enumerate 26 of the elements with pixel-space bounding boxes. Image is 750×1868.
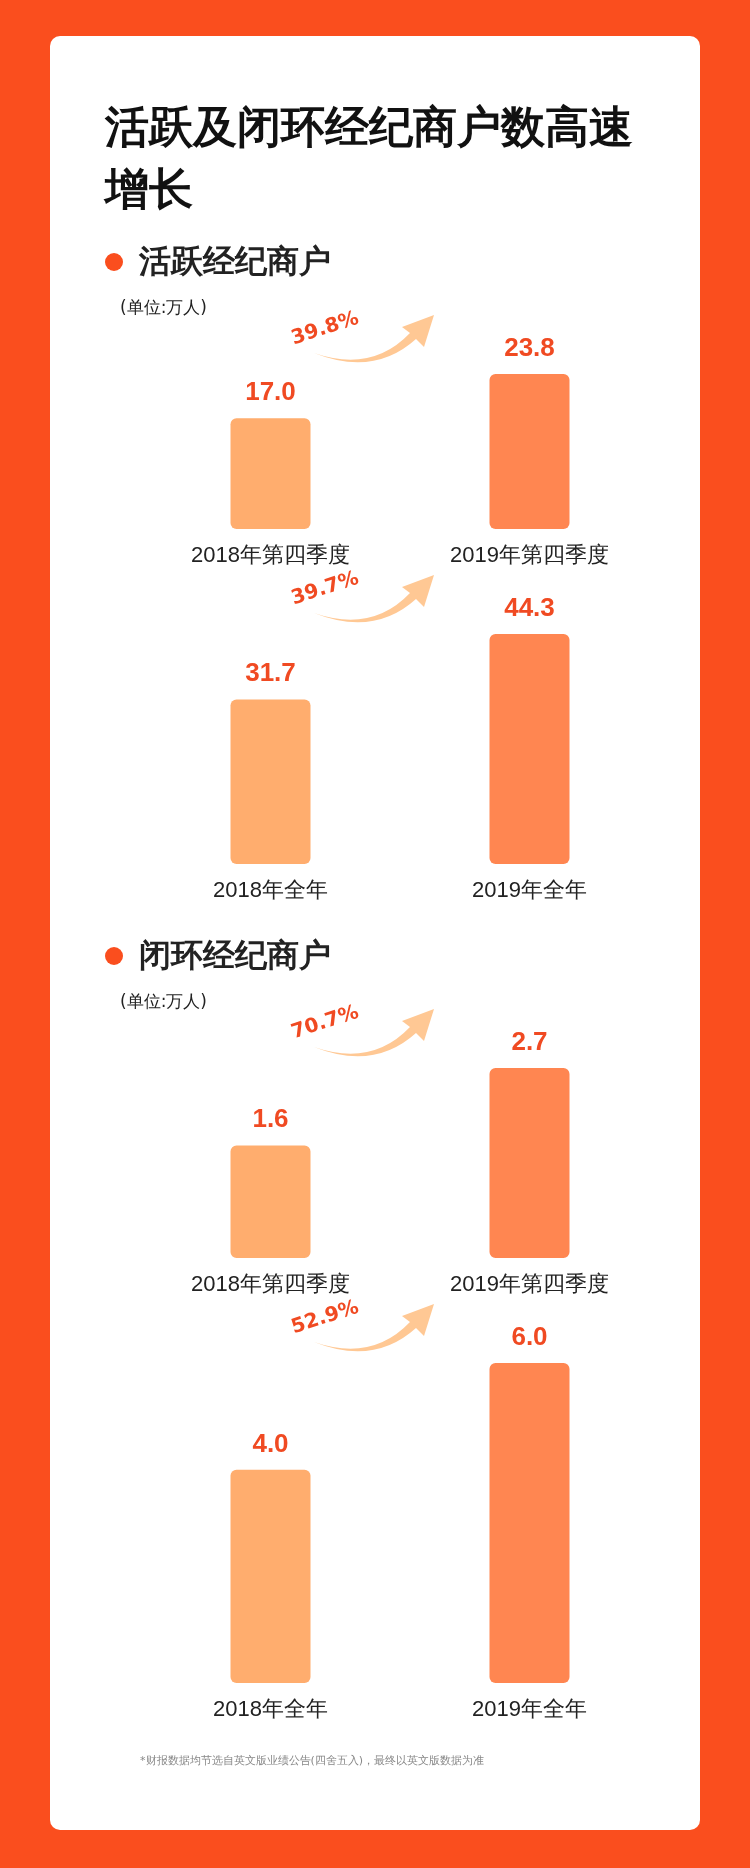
x-tick-label: 2018年全年: [213, 1695, 328, 1721]
data-label: 4.0: [252, 1427, 289, 1458]
x-tick-label: 2019年全年: [472, 876, 587, 902]
data-label: 2.7: [511, 1026, 548, 1056]
x-tick-label: 2018年全年: [213, 876, 328, 902]
text: *财报数据均节选自英文版业绩公告(四舍五入)，最终以英文版数据为准: [140, 1753, 486, 1768]
text: (单位:万人): [120, 297, 207, 317]
data-label: 6.0: [511, 1321, 548, 1351]
text: (单位:万人): [120, 991, 207, 1011]
x-tick-label: 2019年第四季度: [450, 1270, 609, 1296]
text: 52.9%: [288, 1293, 362, 1339]
chart-title: 活跃及闭环经纪商户数高速增长: [105, 100, 634, 216]
data-label: 23.8: [504, 332, 555, 362]
x-tick-label: 2018年第四季度: [191, 541, 350, 567]
text: 39.8%: [287, 304, 362, 350]
text: 39.7%: [288, 564, 362, 610]
data-label: 31.7: [245, 657, 296, 688]
data-label: 17.0: [245, 376, 296, 407]
text: 70.7%: [287, 998, 362, 1044]
data-label: 44.3: [504, 592, 555, 622]
data-label: 1.6: [252, 1103, 289, 1134]
x-tick-label: 2019年全年: [472, 1695, 587, 1721]
chart-subtitle: 活跃经纪商户: [138, 241, 332, 282]
chart-subtitle: 闭环经纪商户: [138, 935, 332, 976]
x-tick-label: 2019年第四季度: [450, 541, 609, 567]
x-tick-label: 2018年第四季度: [191, 1270, 350, 1296]
